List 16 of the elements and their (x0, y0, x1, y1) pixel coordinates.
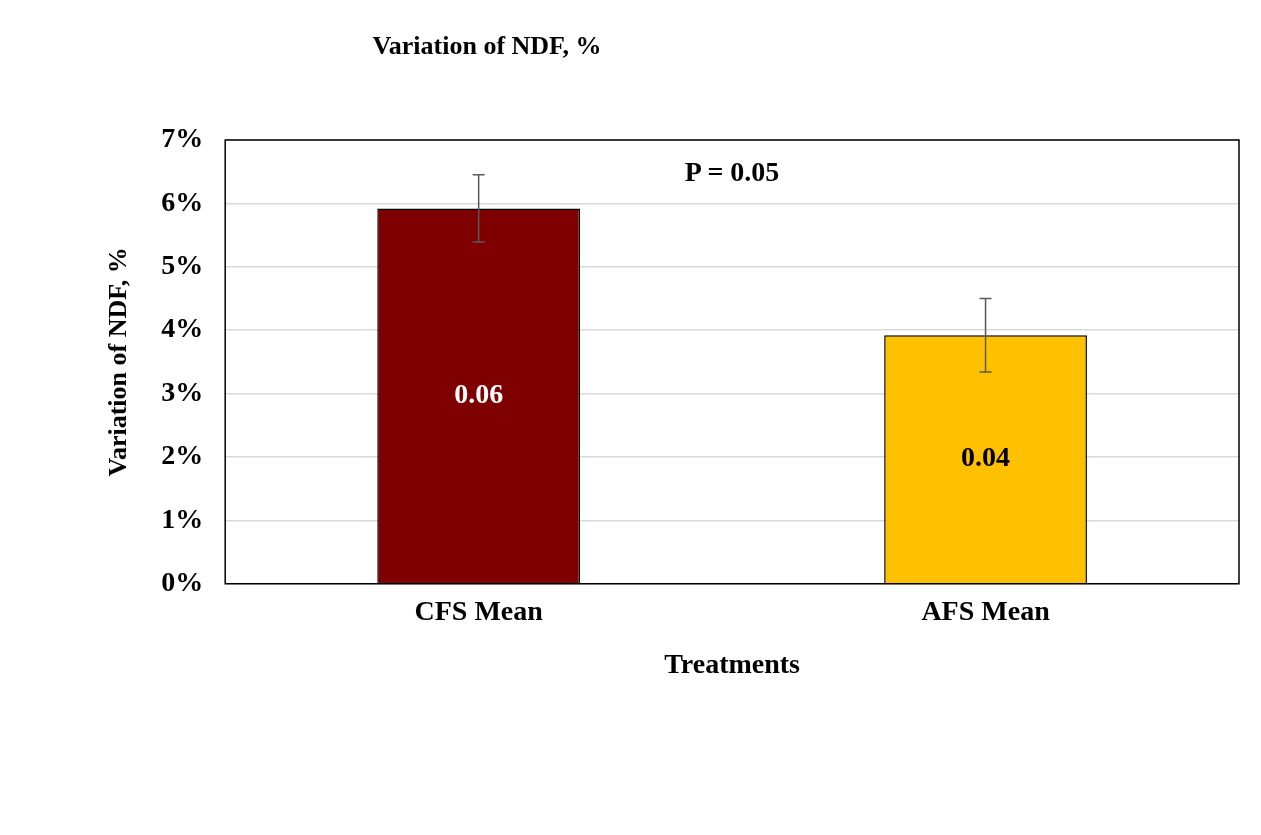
data-label: 0.04 (961, 441, 1011, 473)
y-tick-label: 7% (161, 122, 204, 154)
y-tick-label: 3% (161, 375, 204, 407)
y-tick-label: 2% (161, 439, 204, 471)
annotation: P = 0.05 (684, 156, 780, 188)
data-label: 0.06 (454, 378, 504, 409)
y-tick-label: 6% (161, 185, 204, 217)
y-axis-title: Variation of NDF, % (103, 247, 133, 477)
x-tick-label: CFS Mean (414, 594, 544, 626)
y-tick-label: 5% (161, 249, 204, 281)
y-tick-label: 0% (161, 566, 204, 598)
x-tick-label: AFS Mean (921, 594, 1051, 626)
chart-title: Variation of NDF, % (372, 30, 602, 60)
y-tick-label: 4% (161, 312, 204, 344)
y-tick-label: 1% (161, 502, 204, 534)
x-axis-title: Treatments (664, 648, 801, 680)
